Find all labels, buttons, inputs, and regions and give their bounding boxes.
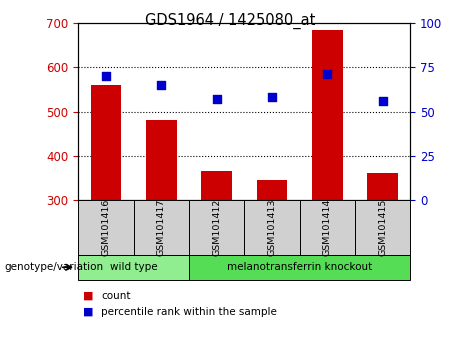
Text: GSM101413: GSM101413 bbox=[267, 199, 277, 256]
Text: GDS1964 / 1425080_at: GDS1964 / 1425080_at bbox=[145, 12, 316, 29]
Bar bbox=[146, 120, 177, 200]
Text: wild type: wild type bbox=[110, 262, 158, 272]
Text: melanotransferrin knockout: melanotransferrin knockout bbox=[227, 262, 372, 272]
Point bbox=[158, 82, 165, 88]
Text: GSM101414: GSM101414 bbox=[323, 199, 332, 256]
Point bbox=[102, 73, 110, 79]
Bar bbox=[367, 173, 398, 200]
Bar bbox=[91, 85, 121, 200]
Point bbox=[379, 98, 386, 104]
Text: percentile rank within the sample: percentile rank within the sample bbox=[101, 307, 278, 316]
Text: ■: ■ bbox=[83, 307, 94, 316]
Text: GSM101417: GSM101417 bbox=[157, 199, 166, 256]
Text: count: count bbox=[101, 291, 131, 301]
Point bbox=[268, 95, 276, 100]
Text: ■: ■ bbox=[83, 291, 94, 301]
Bar bbox=[257, 180, 287, 200]
Bar bbox=[312, 30, 343, 200]
Text: GSM101416: GSM101416 bbox=[101, 199, 111, 256]
Bar bbox=[201, 171, 232, 200]
Point bbox=[213, 96, 220, 102]
Text: GSM101415: GSM101415 bbox=[378, 199, 387, 256]
Text: GSM101412: GSM101412 bbox=[212, 199, 221, 256]
Point bbox=[324, 72, 331, 77]
Text: genotype/variation: genotype/variation bbox=[5, 262, 104, 272]
